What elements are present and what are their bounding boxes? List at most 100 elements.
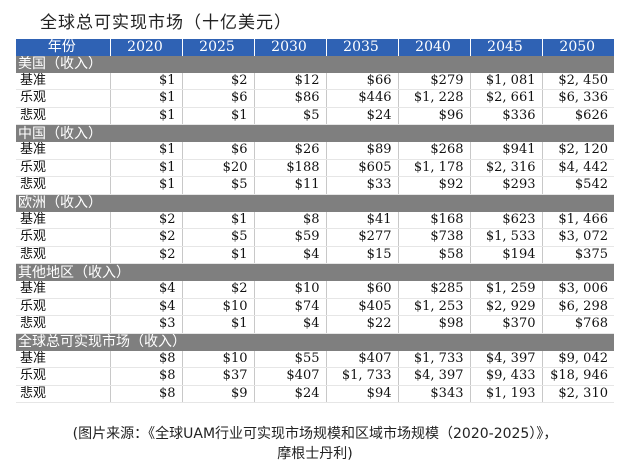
row-label: 乐观: [16, 89, 111, 108]
table-cell: $15: [326, 246, 399, 264]
table-cell: $293: [470, 176, 543, 195]
row-label: 乐观: [16, 159, 111, 177]
table-cell: $8: [110, 367, 183, 386]
table-cell: $343: [398, 385, 471, 403]
table-cell: $8: [110, 385, 183, 403]
table-cell: $623: [470, 211, 543, 229]
table-cell: $96: [398, 107, 471, 125]
table-row: 乐观 $1 $20 $188 $605 $1, 178 $2, 316 $4, 442: [16, 159, 614, 177]
section-header-row: 其他地区（收入）: [16, 263, 614, 281]
source-line-1: (图片来源：《全球UAM行业可实现市场规模和区域市场规模（2020-2025）》…: [72, 426, 558, 442]
table-cell: $1, 178: [398, 159, 471, 177]
table-cell: $407: [326, 350, 399, 368]
table-cell: $11: [254, 176, 327, 195]
table-cell: $6, 298: [542, 298, 614, 316]
table-row: 悲观 $8 $9 $24 $94 $343 $1, 193 $2, 310: [16, 385, 614, 403]
table-cell: $26: [254, 142, 327, 160]
table-cell: $336: [470, 107, 543, 125]
header-row: 年份 2020 2025 2030 2035 2040 2045 2050: [16, 39, 614, 56]
table-cell: $98: [398, 315, 471, 334]
table-cell: $407: [254, 367, 327, 386]
section-header-row: 美国（收入）: [16, 55, 614, 73]
header-cell-2030: 2030: [254, 39, 327, 56]
table-row: 乐观 $8 $37 $407 $1, 733 $4, 397 $9, 433 $18, 946: [16, 367, 614, 386]
table-row: 基准 $2 $1 $8 $41 $168 $623 $1, 466: [16, 211, 614, 229]
table-cell: $626: [542, 107, 614, 125]
table-cell: $1: [110, 89, 183, 108]
section-title: 美国（收入）: [16, 55, 614, 73]
table-cell: $6: [182, 89, 255, 108]
table-cell: $5: [182, 176, 255, 195]
table-cell: $279: [398, 72, 471, 90]
table-cell: $370: [470, 315, 543, 334]
row-label: 基准: [16, 72, 111, 90]
table-cell: $9, 433: [470, 367, 543, 386]
table-cell: $1: [110, 159, 183, 177]
table-cell: $1, 081: [470, 72, 543, 90]
table-cell: $8: [110, 350, 183, 368]
table-cell: $2, 316: [470, 159, 543, 177]
table-cell: $6, 336: [542, 89, 614, 108]
table-cell: $12: [254, 72, 327, 90]
table-cell: $22: [326, 315, 399, 334]
table-cell: $1, 193: [470, 385, 543, 403]
table-cell: $1, 466: [542, 211, 614, 229]
row-label: 基准: [16, 211, 111, 229]
table-cell: $10: [182, 298, 255, 316]
header-cell-2035: 2035: [326, 39, 399, 56]
header-cell-2025: 2025: [182, 39, 255, 56]
table-cell: $94: [326, 385, 399, 403]
table-cell: $1: [182, 315, 255, 334]
table-row: 基准 $1 $2 $12 $66 $279 $1, 081 $2, 450: [16, 72, 614, 90]
table-cell: $2, 661: [470, 89, 543, 108]
table-cell: $1: [110, 176, 183, 195]
section-title: 全球总可实现市场（收入）: [16, 333, 614, 351]
table-cell: $92: [398, 176, 471, 195]
table-cell: $2: [182, 281, 255, 299]
section-title: 其他地区（收入）: [16, 263, 614, 281]
table-row: 悲观 $3 $1 $4 $22 $98 $370 $768: [16, 315, 614, 334]
table-cell: $55: [254, 350, 327, 368]
table-cell: $1: [110, 107, 183, 125]
row-label: 基准: [16, 350, 111, 368]
table-cell: $1, 253: [398, 298, 471, 316]
section-title: 中国（收入）: [16, 124, 614, 142]
table-cell: $277: [326, 228, 399, 247]
table-cell: $2, 310: [542, 385, 614, 403]
table-row: 基准 $4 $2 $10 $60 $285 $1, 259 $3, 006: [16, 281, 614, 299]
table-cell: $18, 946: [542, 367, 614, 386]
table-row: 乐观 $2 $5 $59 $277 $738 $1, 533 $3, 072: [16, 228, 614, 247]
header-cell-year: 年份: [16, 39, 111, 56]
table-cell: $4, 442: [542, 159, 614, 177]
table-cell: $3, 072: [542, 228, 614, 247]
table-cell: $605: [326, 159, 399, 177]
table-cell: $86: [254, 89, 327, 108]
table-cell: $168: [398, 211, 471, 229]
table-cell: $5: [254, 107, 327, 125]
table-cell: $2, 120: [542, 142, 614, 160]
table-row: 乐观 $1 $6 $86 $446 $1, 228 $2, 661 $6, 336: [16, 89, 614, 108]
header-cell-2040: 2040: [398, 39, 471, 56]
table-cell: $24: [254, 385, 327, 403]
table-cell: $4: [110, 281, 183, 299]
table-cell: $4, 397: [470, 350, 543, 368]
table-row: 基准 $8 $10 $55 $407 $1, 733 $4, 397 $9, 042: [16, 350, 614, 368]
table-cell: $33: [326, 176, 399, 195]
table-cell: $24: [326, 107, 399, 125]
table-cell: $1, 733: [398, 350, 471, 368]
header-cell-2020: 2020: [110, 39, 183, 56]
row-label: 基准: [16, 142, 111, 160]
table-cell: $188: [254, 159, 327, 177]
table-cell: $58: [398, 246, 471, 264]
table-cell: $4, 397: [398, 367, 471, 386]
table-cell: $41: [326, 211, 399, 229]
table-cell: $941: [470, 142, 543, 160]
row-label: 悲观: [16, 107, 111, 125]
table-cell: $8: [254, 211, 327, 229]
header-cell-2045: 2045: [470, 39, 543, 56]
table-row: 基准 $1 $6 $26 $89 $268 $941 $2, 120: [16, 142, 614, 160]
row-label: 悲观: [16, 176, 111, 195]
row-label: 悲观: [16, 385, 111, 403]
table-cell: $59: [254, 228, 327, 247]
table-cell: $1: [110, 142, 183, 160]
